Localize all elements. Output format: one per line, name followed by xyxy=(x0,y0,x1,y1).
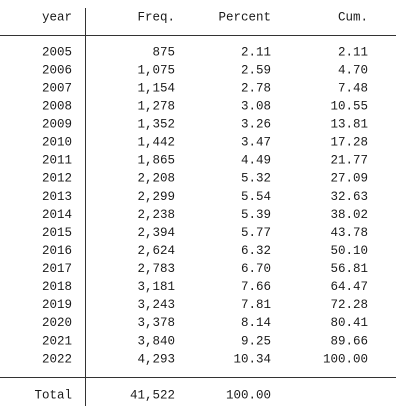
cell: 32.63 xyxy=(330,190,368,204)
cell: 875 xyxy=(152,45,175,59)
cell: 100.00 xyxy=(323,352,368,366)
cell: 10.34 xyxy=(233,352,271,366)
cell: 8.14 xyxy=(241,316,271,330)
header-cell: Percent xyxy=(218,10,271,24)
cell: 1,154 xyxy=(137,81,175,95)
cell: 2.11 xyxy=(241,45,271,59)
cell: 80.41 xyxy=(330,316,368,330)
cell: 5.32 xyxy=(241,172,271,186)
total-cell: 41,522 xyxy=(130,388,175,402)
cell: 9.25 xyxy=(241,334,271,348)
row-label: 2008 xyxy=(42,99,72,113)
cell: 6.32 xyxy=(241,244,271,258)
cell: 3,243 xyxy=(137,298,175,312)
cell: 7.48 xyxy=(338,81,368,95)
row-label: 2020 xyxy=(42,316,72,330)
cell: 4.49 xyxy=(241,154,271,168)
cell: 4.70 xyxy=(338,63,368,77)
row-label: 2019 xyxy=(42,298,72,312)
cell: 5.54 xyxy=(241,190,271,204)
header-cell: Cum. xyxy=(338,10,368,24)
cell: 5.39 xyxy=(241,208,271,222)
cell: 13.81 xyxy=(330,118,368,132)
cell: 2,238 xyxy=(137,208,175,222)
cell: 56.81 xyxy=(330,262,368,276)
cell: 3,181 xyxy=(137,280,175,294)
row-label: 2017 xyxy=(42,262,72,276)
cell: 3.26 xyxy=(241,118,271,132)
cell: 2.11 xyxy=(338,45,368,59)
row-label: 2018 xyxy=(42,280,72,294)
total-label: Total xyxy=(34,388,72,402)
row-label: 2014 xyxy=(42,208,72,222)
row-label: 2007 xyxy=(42,81,72,95)
cell: 50.10 xyxy=(330,244,368,258)
cell: 2,299 xyxy=(137,190,175,204)
cell: 43.78 xyxy=(330,226,368,240)
cell: 1,352 xyxy=(137,118,175,132)
cell: 21.77 xyxy=(330,154,368,168)
row-label: 2021 xyxy=(42,334,72,348)
cell: 3,378 xyxy=(137,316,175,330)
cell: 6.70 xyxy=(241,262,271,276)
cell: 17.28 xyxy=(330,136,368,150)
row-label: 2022 xyxy=(42,352,72,366)
total-cell: 100.00 xyxy=(226,388,271,402)
cell: 1,075 xyxy=(137,63,175,77)
row-label: 2016 xyxy=(42,244,72,258)
row-label: 2013 xyxy=(42,190,72,204)
row-label: 2006 xyxy=(42,63,72,77)
cell: 1,442 xyxy=(137,136,175,150)
cell: 64.47 xyxy=(330,280,368,294)
cell: 5.77 xyxy=(241,226,271,240)
row-label: 2012 xyxy=(42,172,72,186)
cell: 2,783 xyxy=(137,262,175,276)
cell: 3,840 xyxy=(137,334,175,348)
cell: 38.02 xyxy=(330,208,368,222)
cell: 2,624 xyxy=(137,244,175,258)
cell: 4,293 xyxy=(137,352,175,366)
row-label: 2010 xyxy=(42,136,72,150)
row-label: 2005 xyxy=(42,45,72,59)
header-cell: year xyxy=(42,10,72,24)
cell: 3.47 xyxy=(241,136,271,150)
cell: 2.78 xyxy=(241,81,271,95)
cell: 10.55 xyxy=(330,99,368,113)
cell: 2,208 xyxy=(137,172,175,186)
cell: 89.66 xyxy=(330,334,368,348)
cell: 72.28 xyxy=(330,298,368,312)
cell: 1,865 xyxy=(137,154,175,168)
cell: 2,394 xyxy=(137,226,175,240)
header-cell: Freq. xyxy=(137,10,175,24)
row-label: 2011 xyxy=(42,154,72,168)
cell: 7.66 xyxy=(241,280,271,294)
cell: 1,278 xyxy=(137,99,175,113)
cell: 2.59 xyxy=(241,63,271,77)
row-label: 2015 xyxy=(42,226,72,240)
cell: 7.81 xyxy=(241,298,271,312)
cell: 27.09 xyxy=(330,172,368,186)
cell: 3.08 xyxy=(241,99,271,113)
row-label: 2009 xyxy=(42,118,72,132)
